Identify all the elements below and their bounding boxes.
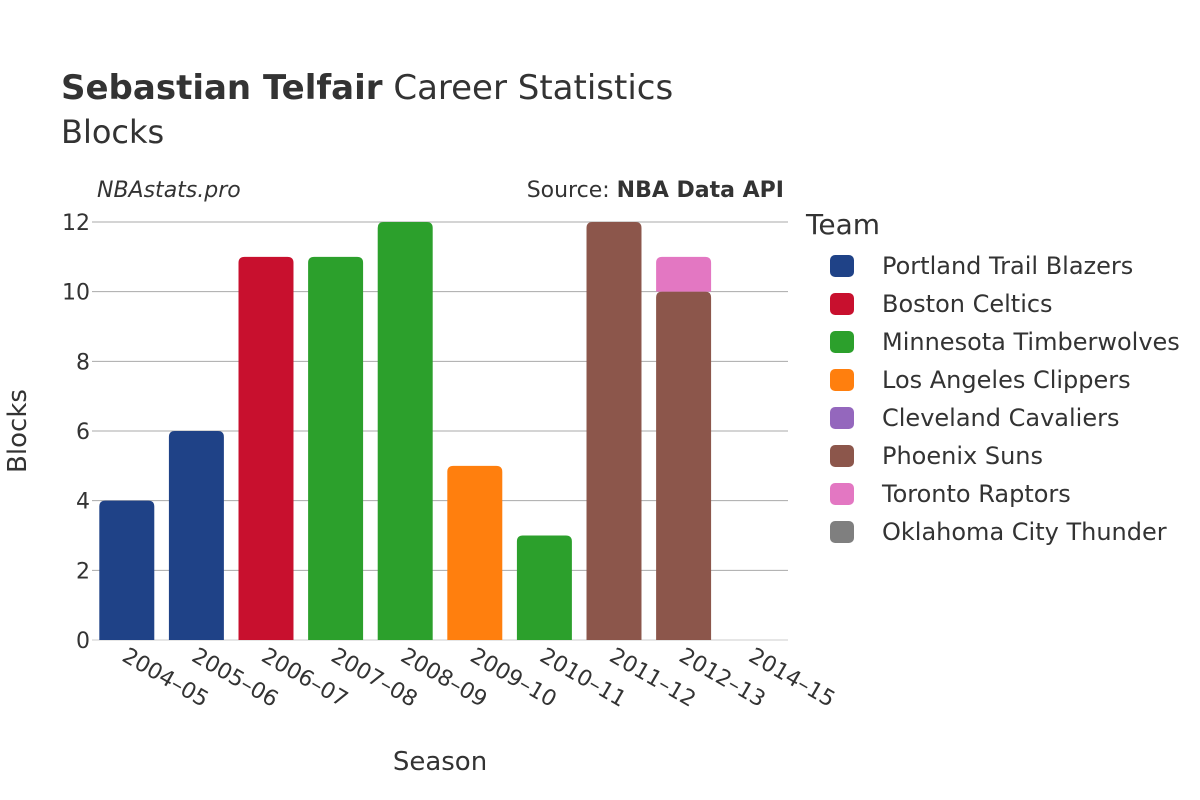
y-axis-title: Blocks: [3, 389, 33, 473]
legend-item[interactable]: Oklahoma City Thunder: [830, 513, 1167, 551]
legend-swatch: [830, 445, 854, 467]
legend-label: Phoenix Suns: [882, 442, 1044, 470]
legend-item[interactable]: Toronto Raptors: [830, 475, 1071, 513]
legend-swatch: [830, 331, 854, 353]
bar[interactable]: [447, 465, 503, 640]
y-tick-label: 0: [76, 629, 90, 654]
legend-item[interactable]: Minnesota Timberwolves: [830, 323, 1180, 361]
legend-swatch: [830, 521, 854, 543]
y-tick-label: 12: [62, 211, 90, 236]
bar[interactable]: [656, 291, 712, 640]
x-axis-ticks: 2004–052005–062006–072007–082008–092009–…: [118, 644, 839, 713]
y-tick-label: 2: [76, 559, 90, 584]
legend-swatch: [830, 369, 854, 391]
bar[interactable]: [516, 535, 572, 641]
legend-label: Boston Celtics: [882, 290, 1053, 318]
site-credit: NBAstats.pro: [97, 178, 241, 203]
bar[interactable]: [308, 256, 364, 640]
legend-label: Toronto Raptors: [882, 480, 1071, 508]
bar[interactable]: [168, 431, 224, 640]
y-tick-label: 6: [76, 420, 90, 445]
legend-swatch: [830, 255, 854, 277]
x-axis-title: Season: [393, 747, 487, 777]
legend-label: Minnesota Timberwolves: [882, 328, 1180, 356]
legend-label: Oklahoma City Thunder: [882, 518, 1167, 546]
legend-swatch: [830, 407, 854, 429]
bars: [99, 222, 712, 641]
title-player-name: Sebastian Telfair: [61, 68, 383, 108]
y-axis-ticks: 0 2 4 6 8 10 12: [62, 211, 90, 654]
y-tick-label: 10: [62, 281, 90, 306]
chart-subtitle: Blocks: [61, 113, 165, 151]
source-name: NBA Data API: [616, 178, 784, 203]
bar[interactable]: [377, 222, 433, 640]
source-prefix: Source:: [526, 178, 617, 203]
bar[interactable]: [586, 222, 642, 640]
y-tick-label: 4: [76, 490, 90, 515]
legend-item[interactable]: Phoenix Suns: [830, 437, 1043, 475]
legend-swatch: [830, 293, 854, 315]
legend-item[interactable]: Portland Trail Blazers: [830, 247, 1133, 285]
bar[interactable]: [238, 256, 294, 640]
legend-swatch: [830, 483, 854, 505]
legend-title: Team: [806, 208, 881, 241]
legend-label: Portland Trail Blazers: [882, 252, 1134, 280]
legend-item[interactable]: Boston Celtics: [830, 285, 1053, 323]
legend-item[interactable]: Cleveland Cavaliers: [830, 399, 1119, 437]
data-source: Source: NBA Data API: [527, 178, 784, 203]
chart-title: Sebastian Telfair Career Statistics: [61, 68, 673, 108]
y-tick-label: 8: [76, 350, 90, 375]
legend-label: Cleveland Cavaliers: [882, 404, 1120, 432]
bar[interactable]: [99, 500, 155, 640]
title-suffix: Career Statistics: [382, 68, 674, 108]
bar[interactable]: [656, 256, 712, 292]
legend-label: Los Angeles Clippers: [882, 366, 1131, 394]
legend-item[interactable]: Los Angeles Clippers: [830, 361, 1131, 399]
